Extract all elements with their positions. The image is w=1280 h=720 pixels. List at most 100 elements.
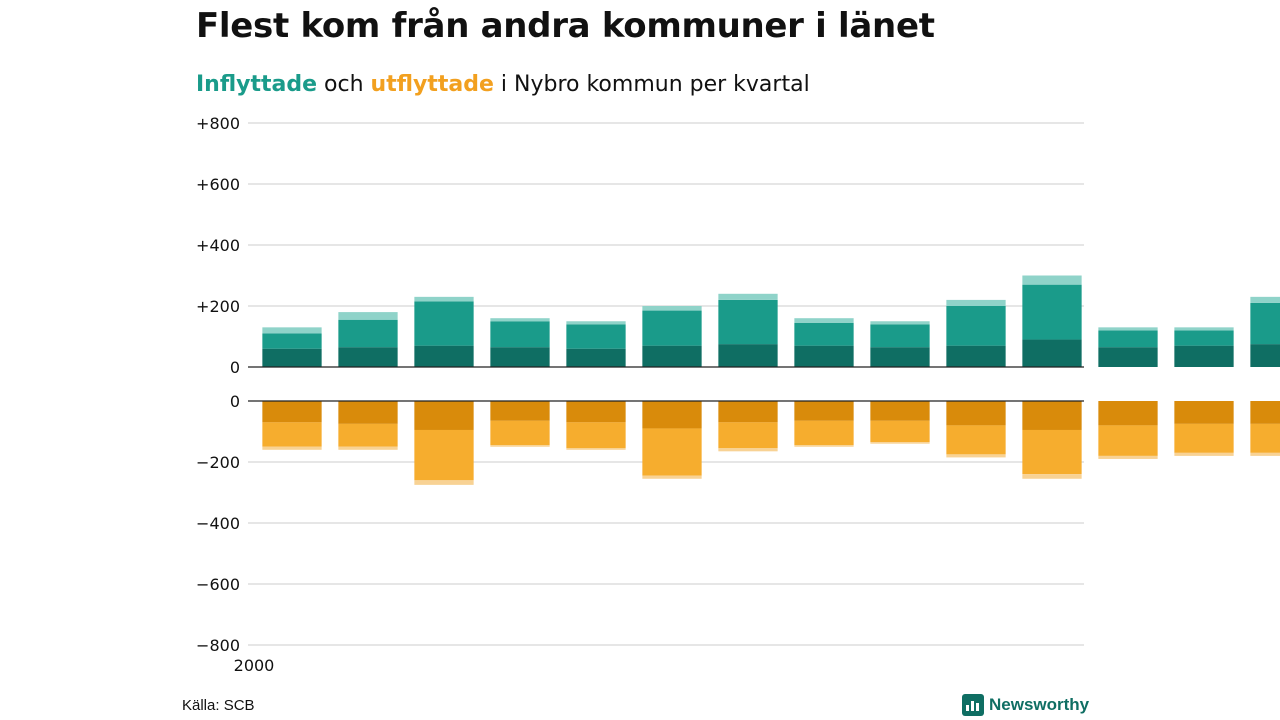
y-tick-label: +400 xyxy=(196,236,240,255)
inflow-other-bar xyxy=(794,322,854,346)
y-tick-label: −400 xyxy=(196,514,240,533)
newsworthy-logo-icon xyxy=(962,694,984,716)
inflow-immigration-bar xyxy=(1022,275,1082,285)
outflow-emigration-bar xyxy=(870,442,930,444)
outflow-emigration-bar xyxy=(794,445,854,447)
inflow-immigration-bar xyxy=(414,296,474,302)
outflow-other-bar xyxy=(566,422,626,449)
inflow-immigration-bar xyxy=(566,321,626,325)
outflow-own-bar xyxy=(490,401,550,421)
inflow-immigration-bar xyxy=(1174,327,1234,331)
outflow-other-bar xyxy=(1098,425,1158,456)
outflow-own-bar xyxy=(262,401,322,423)
outflow-other-bar xyxy=(1174,423,1234,453)
outflow-other-bar xyxy=(946,425,1006,455)
outflow-own-bar xyxy=(870,401,930,421)
outflow-own-bar xyxy=(642,401,702,429)
outflow-other-bar xyxy=(870,420,930,443)
chart-title: Flest kom från andra kommuner i länet xyxy=(196,6,935,46)
inflow-own-bar xyxy=(946,345,1006,367)
outflow-other-bar xyxy=(794,420,854,446)
source-label: Källa: SCB xyxy=(182,697,255,714)
outflow-own-bar xyxy=(1098,401,1158,426)
inflow-own-bar xyxy=(870,347,930,367)
inflow-other-bar xyxy=(1022,284,1082,340)
outflow-emigration-bar xyxy=(1250,452,1280,456)
inflow-immigration-bar xyxy=(262,327,322,334)
inflow-own-bar xyxy=(262,348,322,367)
y-tick-label: −800 xyxy=(196,636,240,655)
inflow-own-bar xyxy=(414,345,474,367)
outflow-emigration-bar xyxy=(946,454,1006,458)
outflow-own-bar xyxy=(1174,401,1234,424)
inflow-own-bar xyxy=(642,345,702,367)
outflow-other-bar xyxy=(490,420,550,446)
inflow-other-bar xyxy=(870,324,930,348)
inflow-immigration-bar xyxy=(490,318,550,322)
y-tick-label: −600 xyxy=(196,575,240,594)
outflow-emigration-bar xyxy=(490,445,550,447)
inflow-own-bar xyxy=(1250,344,1280,367)
outflow-own-bar xyxy=(946,401,1006,426)
outflow-other-bar xyxy=(338,423,398,447)
inflow-immigration-bar xyxy=(1098,327,1158,331)
newsworthy-logo-text: Newsworthy xyxy=(989,695,1090,714)
inflow-own-bar xyxy=(718,344,778,367)
inflow-immigration-bar xyxy=(718,293,778,300)
inflow-immigration-bar xyxy=(870,321,930,325)
inflow-own-bar xyxy=(1098,347,1158,367)
outflow-emigration-bar xyxy=(338,446,398,450)
outflow-other-bar xyxy=(414,429,474,481)
outflow-own-bar xyxy=(794,401,854,421)
inflow-own-bar xyxy=(566,348,626,367)
y-tick-label: +800 xyxy=(196,114,240,133)
outflow-own-bar xyxy=(414,401,474,430)
inflow-immigration-bar xyxy=(946,299,1006,306)
outflow-other-bar xyxy=(642,428,702,476)
inflow-other-bar xyxy=(1174,330,1234,346)
outflow-own-bar xyxy=(566,401,626,423)
subtitle-inflow-word: Inflyttade xyxy=(196,72,318,97)
outflow-emigration-bar xyxy=(642,475,702,479)
inflow-other-bar xyxy=(946,306,1006,346)
inflow-other-bar xyxy=(718,299,778,345)
outflow-own-bar xyxy=(1250,401,1280,424)
y-tick-label: 0 xyxy=(230,392,240,411)
outflow-emigration-bar xyxy=(1174,452,1234,456)
inflow-immigration-bar xyxy=(642,306,702,311)
outflow-other-bar xyxy=(262,422,322,447)
inflow-other-bar xyxy=(262,333,322,349)
outflow-emigration-bar xyxy=(262,446,322,450)
outflow-emigration-bar xyxy=(1022,474,1082,479)
outflow-own-bar xyxy=(1022,401,1082,430)
outflow-emigration-bar xyxy=(718,448,778,452)
subtitle-rest: i Nybro kommun per kvartal xyxy=(493,72,810,97)
inflow-immigration-bar xyxy=(794,318,854,323)
y-tick-label: 0 xyxy=(230,358,240,377)
outflow-emigration-bar xyxy=(1098,455,1158,459)
outflow-other-bar xyxy=(718,422,778,449)
newsworthy-logo[interactable]: Newsworthy xyxy=(962,694,1089,716)
inflow-other-bar xyxy=(1098,330,1158,348)
inflow-own-bar xyxy=(338,347,398,367)
y-tick-label: +200 xyxy=(196,297,240,316)
inflow-other-bar xyxy=(414,301,474,346)
inflow-other-bar xyxy=(566,324,626,349)
chart-subtitle: Inflyttade och utflyttade i Nybro kommun… xyxy=(196,72,810,97)
inflow-other-bar xyxy=(490,321,550,348)
y-tick-label: +600 xyxy=(196,175,240,194)
inflow-own-bar xyxy=(490,347,550,367)
inflow-other-bar xyxy=(1250,302,1280,345)
inflow-other-bar xyxy=(642,310,702,346)
inflow-own-bar xyxy=(1174,345,1234,367)
inflow-other-bar xyxy=(338,319,398,348)
outflow-other-bar xyxy=(1250,423,1280,453)
inflow-immigration-bar xyxy=(338,312,398,320)
outflow-emigration-bar xyxy=(566,448,626,450)
subtitle-mid: och xyxy=(317,72,371,97)
inflow-own-bar xyxy=(1022,339,1082,367)
outflow-own-bar xyxy=(718,401,778,423)
outflow-own-bar xyxy=(338,401,398,424)
subtitle-outflow-word: utflyttade xyxy=(370,72,494,97)
